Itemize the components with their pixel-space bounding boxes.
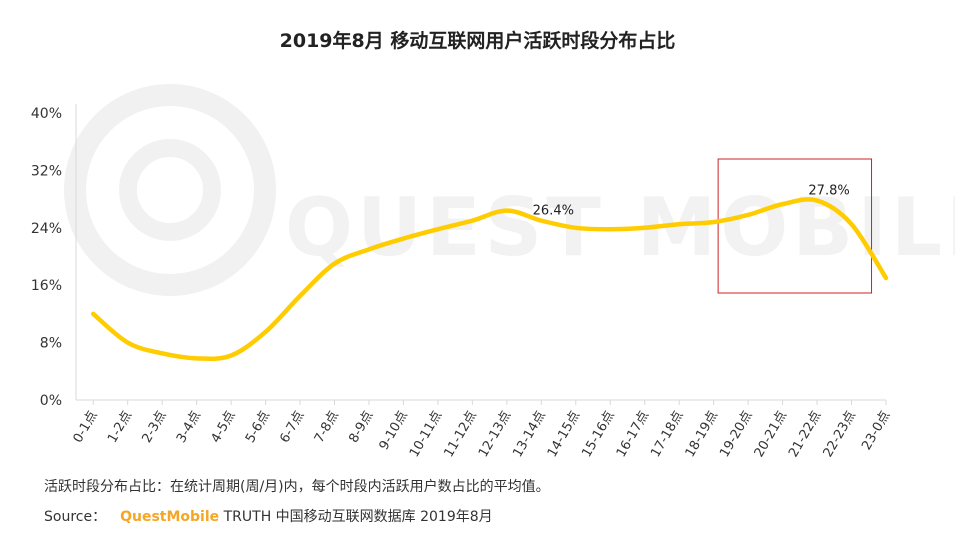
x-tick-label: 9-10点 <box>377 409 411 453</box>
y-tick-label: 24% <box>31 221 62 237</box>
watermark-logo-core <box>119 139 221 241</box>
y-tick-label: 40% <box>31 106 62 122</box>
x-tick-label: 5-6点 <box>243 409 273 446</box>
x-tick-label: 8-9点 <box>346 409 376 446</box>
y-tick-label: 0% <box>40 393 62 409</box>
x-tick-label: 11-12点 <box>441 408 479 459</box>
source-line: Source： QuestMobile TRUTH 中国移动互联网数据库 2019… <box>44 506 493 526</box>
x-tick-label: 13-14点 <box>510 409 548 460</box>
chart-title: 2019年8月 移动互联网用户活跃时段分布占比 <box>279 30 676 52</box>
x-tick-label: 12-13点 <box>476 409 514 460</box>
x-tick-label: 20-21点 <box>752 409 790 460</box>
x-tick-label: 18-19点 <box>683 409 721 460</box>
x-axis: 0-1点 1-2点 2-3点 3-4点 4-5点 5-6点 6-7点 7-8点 8-9点 9-10… <box>71 399 893 460</box>
x-tick-label: 3-4点 <box>174 409 204 446</box>
x-tick-label: 21-22点 <box>786 409 824 460</box>
x-tick-label: 23-0点 <box>859 409 893 453</box>
series-line <box>90 197 889 362</box>
x-tick-label: 4-5点 <box>208 409 238 446</box>
x-tick-label: 2-3点 <box>140 409 170 446</box>
y-axis: 0% 8% 16% 24% 32% 40% <box>31 104 77 409</box>
y-tick-label: 16% <box>31 278 62 294</box>
highlight-rect <box>717 158 873 294</box>
x-tick-label: 1-2点 <box>105 409 135 446</box>
x-tick-label: 17-18点 <box>648 409 686 460</box>
x-tick-label: 19-20点 <box>717 409 755 460</box>
data-labels: 26.4% 27.8% <box>533 184 850 219</box>
x-tick-label: 15-16点 <box>579 409 617 460</box>
x-tick-label: 7-8点 <box>312 409 342 446</box>
x-tick-label: 16-17点 <box>614 409 652 460</box>
y-tick-label: 8% <box>40 336 62 352</box>
x-tick-label: 6-7点 <box>277 409 307 446</box>
watermark-logo-ring <box>64 84 276 296</box>
x-tick-label: 14-15点 <box>545 409 583 460</box>
footnote: 活跃时段分布占比：在统计周期(周/月)内，每个时段内活跃用户数占比的平均值。 <box>44 479 550 495</box>
x-tick-label: 10-11点 <box>407 409 445 460</box>
y-tick-label: 32% <box>31 163 62 179</box>
series-line-group <box>90 197 889 362</box>
brand-name: QuestMobile <box>120 509 220 525</box>
x-tick-label: 0-1点 <box>71 409 101 446</box>
x-tick-label: 22-23点 <box>821 409 859 460</box>
data-label: 26.4% <box>533 204 574 219</box>
highlight-box <box>717 158 873 294</box>
data-label: 27.8% <box>808 184 849 199</box>
source-rest: TRUTH 中国移动互联网数据库 2019年8月 <box>223 509 493 525</box>
source-label: Source： <box>44 509 107 525</box>
